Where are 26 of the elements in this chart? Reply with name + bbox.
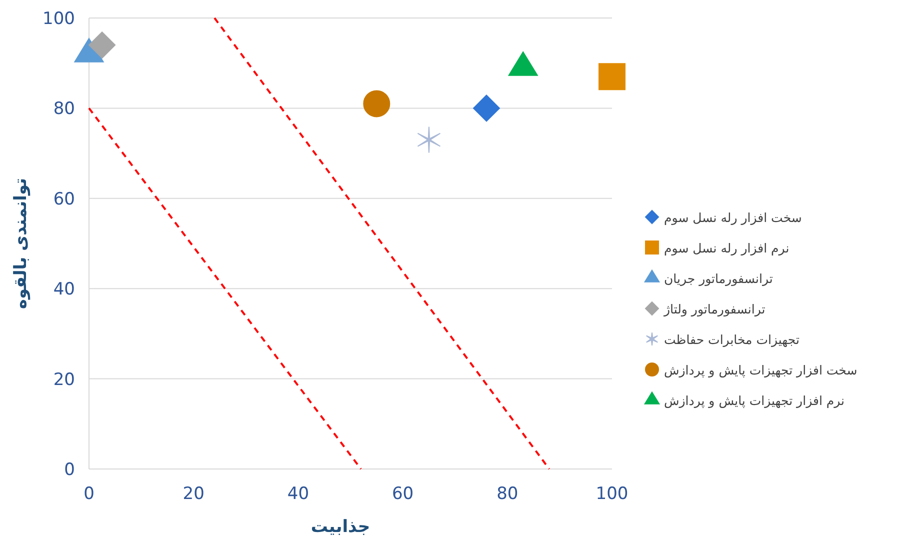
legend-label: ترانسفورماتور جریان (664, 271, 774, 287)
y-tick-label: 40 (53, 280, 75, 300)
x-tick-label: 100 (596, 484, 628, 504)
legend-label: ترانسفورماتور ولتاژ (663, 302, 766, 318)
y-tick-label: 80 (53, 99, 75, 120)
x-tick-label: 60 (392, 484, 414, 504)
point (363, 90, 390, 118)
y-axis-title: توانمندی بالقوه (11, 178, 31, 309)
point (88, 32, 116, 59)
legend-label: نرم افزار رله نسل سوم (664, 240, 790, 256)
legend-label: سخت افزار رله نسل سوم (664, 210, 802, 226)
y-tick-label: 60 (53, 189, 75, 210)
x-axis-title: جذابیت (310, 517, 370, 537)
point (417, 126, 441, 154)
point (472, 94, 500, 122)
legend-label: تجهیزات مخابرات حفاظت (664, 332, 800, 348)
y-tick-label: 100 (42, 9, 75, 29)
x-tick-label: 20 (182, 484, 204, 504)
x-tick-label: 80 (496, 484, 518, 504)
legend-label: نرم افزار تجهیزات پایش و پردازش (664, 393, 845, 409)
x-tick-label: 0 (84, 484, 94, 504)
x-tick-label: 40 (287, 484, 310, 504)
legend-label: سخت افزار تجهیزات پایش و پردازش (664, 362, 858, 378)
y-tick-label: 20 (53, 370, 75, 390)
point (598, 63, 626, 90)
y-tick-label: 0 (64, 460, 75, 480)
